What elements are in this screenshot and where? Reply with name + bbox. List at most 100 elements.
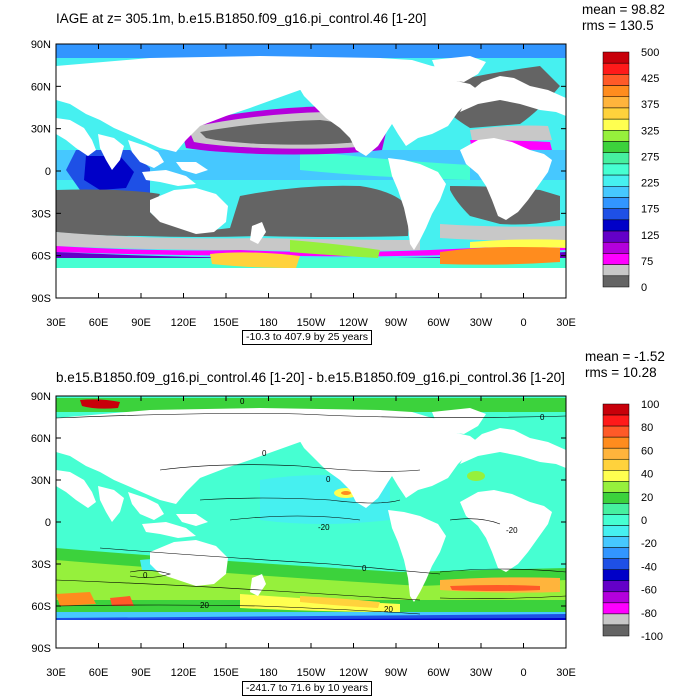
colorbar-swatch xyxy=(602,436,630,449)
colorbar-label: -20 xyxy=(641,538,657,550)
colorbar-swatch xyxy=(602,613,630,626)
lon-tick-label: 60W xyxy=(427,317,450,329)
contour-label: -20 xyxy=(506,526,518,535)
lon-tick-label: 0 xyxy=(520,317,526,329)
colorbar-swatch xyxy=(602,219,630,232)
colorbar-swatch xyxy=(602,514,630,526)
panel1-colorbar: 500 425 375 325 275 225 175 125 75 0 xyxy=(602,47,659,294)
lon-tick-label: 60E xyxy=(89,667,109,679)
lat-tick-label: 30N xyxy=(31,475,51,487)
lon-tick-label: 120W xyxy=(339,667,368,679)
contour-label: 0 xyxy=(326,475,331,484)
colorbar-swatch xyxy=(602,558,630,570)
contour-label: 0 xyxy=(262,449,267,458)
colorbar-label: 0 xyxy=(641,515,647,527)
colorbar-label: -100 xyxy=(641,631,663,643)
colorbar-swatch xyxy=(602,152,630,165)
contour-label: 20 xyxy=(384,605,393,614)
panel2-mean: mean = -1.52 xyxy=(585,349,665,364)
lat-tick-label: 60S xyxy=(31,601,51,613)
colorbar-swatch xyxy=(602,130,630,142)
colorbar-label: 20 xyxy=(641,492,653,504)
colorbar-swatch xyxy=(602,481,630,493)
lon-tick-label: 150E xyxy=(213,667,239,679)
lon-tick-label: 60E xyxy=(89,317,109,329)
lon-tick-label: 90E xyxy=(131,667,151,679)
colorbar-swatch xyxy=(602,275,630,288)
lon-tick-label: 150W xyxy=(297,317,326,329)
colorbar-swatch xyxy=(602,525,630,537)
colorbar-swatch xyxy=(602,458,630,471)
colorbar-swatch xyxy=(602,253,630,265)
colorbar-label: -80 xyxy=(641,608,657,620)
colorbar-label: 175 xyxy=(641,204,659,216)
lat-tick-label: 90S xyxy=(31,293,51,305)
colorbar-swatch xyxy=(602,208,630,221)
colorbar-swatch xyxy=(602,547,630,559)
colorbar-label: 125 xyxy=(641,230,659,242)
colorbar-label: 0 xyxy=(641,282,647,294)
colorbar-swatch xyxy=(602,241,630,254)
colorbar-swatch xyxy=(602,624,630,637)
lon-tick-label: 30E xyxy=(46,317,66,329)
panel2-range: -241.7 to 71.6 by 10 years xyxy=(242,681,372,696)
lon-tick-label: 90E xyxy=(131,317,151,329)
colorbar-label: -60 xyxy=(641,585,657,597)
contour-label: -20 xyxy=(318,523,330,532)
colorbar-swatch xyxy=(602,141,630,153)
colorbar-swatch xyxy=(602,580,630,593)
colorbar-swatch xyxy=(602,163,630,176)
lon-tick-label: 120E xyxy=(171,317,197,329)
lon-tick-label: 90W xyxy=(385,667,408,679)
lat-tick-label: 0 xyxy=(45,517,51,529)
contour-label: 0 xyxy=(540,413,545,422)
colorbar-swatch xyxy=(602,602,630,615)
panel1-map xyxy=(56,44,566,298)
lon-tick-label: 90W xyxy=(385,317,408,329)
colorbar-swatch xyxy=(602,264,630,277)
lat-tick-label: 30S xyxy=(31,208,51,220)
lon-tick-label: 150W xyxy=(297,667,326,679)
colorbar-swatch xyxy=(602,230,630,243)
colorbar-swatch xyxy=(602,447,630,460)
panel1-range: -10.3 to 407.9 by 25 years xyxy=(242,330,372,345)
colorbar-swatch xyxy=(602,51,630,64)
colorbar-label: 80 xyxy=(641,422,653,434)
colorbar-swatch xyxy=(602,492,630,504)
colorbar-swatch xyxy=(602,591,630,604)
colorbar-label: 225 xyxy=(641,178,659,190)
panel2-map: 0 0 0 0 0 -20 20 -20 20 0 xyxy=(56,396,566,648)
lon-tick-label: 180 xyxy=(259,317,277,329)
contour-label: 0 xyxy=(143,571,148,580)
colorbar-swatch xyxy=(602,107,630,120)
colorbar-swatch xyxy=(602,414,630,427)
lon-tick-label: 150E xyxy=(213,317,239,329)
lon-tick-label: 30E xyxy=(556,667,576,679)
colorbar-swatch xyxy=(602,425,630,438)
lon-tick-label: 180 xyxy=(259,667,277,679)
colorbar-label: 75 xyxy=(641,256,653,268)
colorbar-swatch xyxy=(602,197,630,209)
lat-tick-label: 30N xyxy=(31,124,51,136)
lon-tick-label: 30W xyxy=(470,317,493,329)
colorbar-swatch xyxy=(602,403,630,416)
lat-tick-label: 30S xyxy=(31,559,51,571)
colorbar-label: 500 xyxy=(641,47,659,59)
lon-tick-label: 60W xyxy=(427,667,450,679)
contour-label: 0 xyxy=(240,397,245,406)
lat-tick-label: 60S xyxy=(31,251,51,263)
colorbar-label: 60 xyxy=(641,445,653,457)
colorbar-swatch xyxy=(602,186,630,198)
colorbar-label: 375 xyxy=(641,99,659,111)
panel2-axes: 90N 60N 30N 0 30S 60S 90S 30E 60E 90E 120E 150E 180 1… xyxy=(31,391,576,679)
colorbar-swatch xyxy=(602,96,630,109)
colorbar-label: 325 xyxy=(641,125,659,137)
colorbar-swatch xyxy=(602,62,630,75)
lon-tick-label: 30W xyxy=(470,667,493,679)
lat-tick-label: 90N xyxy=(31,391,51,403)
colorbar-swatch xyxy=(602,503,630,515)
panel2-title: b.e15.B1850.f09_g16.pi_control.46 [1-20]… xyxy=(56,370,565,385)
lat-tick-label: 90N xyxy=(31,39,51,51)
panel1-mean: mean = 98.82 xyxy=(582,2,665,17)
lat-tick-label: 0 xyxy=(45,166,51,178)
